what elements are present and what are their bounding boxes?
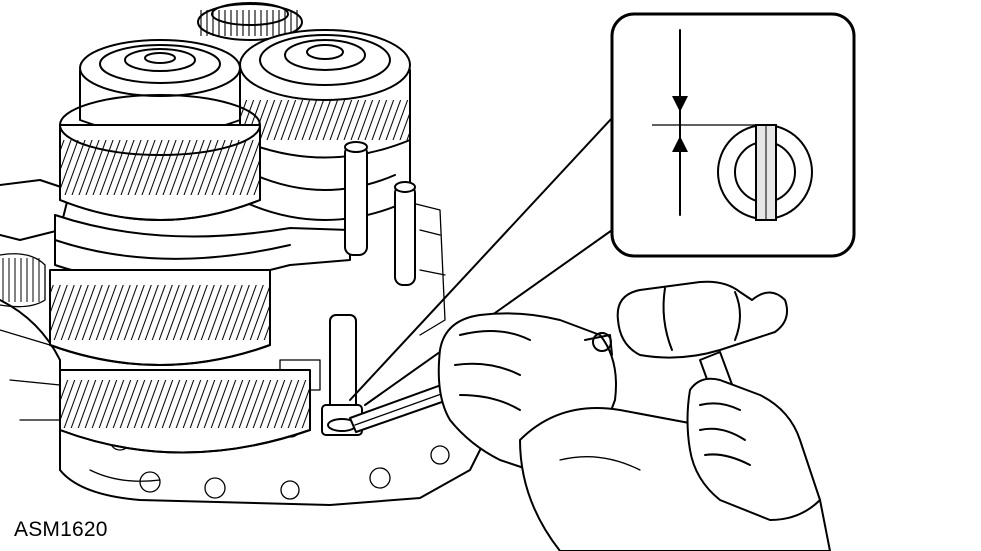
- gear-stack-main: [49, 39, 351, 454]
- shift-rods: [321, 141, 416, 436]
- figure-caption: ASM1620: [14, 518, 108, 541]
- gear-stack-right: [239, 29, 411, 221]
- right-hand: [686, 377, 821, 521]
- rear-gear-top: [197, 2, 303, 41]
- callout-detail-box: [610, 12, 856, 258]
- left-hand: [437, 312, 831, 551]
